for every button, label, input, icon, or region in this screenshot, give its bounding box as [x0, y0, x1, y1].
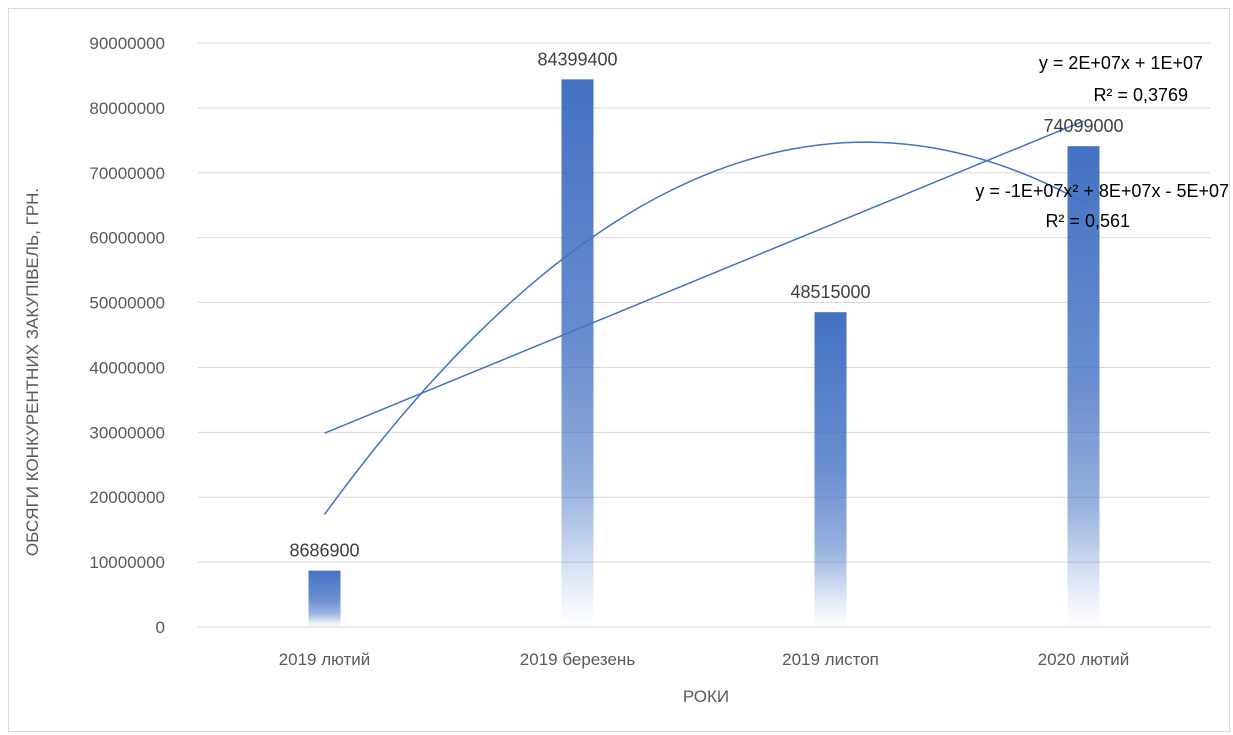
gridlines [198, 42, 1210, 628]
linear-trendline [324, 120, 1084, 434]
linear-trend-equation: y = 2E+07x + 1E+07 [1039, 53, 1203, 73]
polynomial-trendline [323, 141, 1084, 515]
y-tick-label: 60000000 [89, 229, 165, 248]
bars [308, 79, 1100, 628]
data-label: 84399400 [537, 49, 617, 69]
data-label: 8686900 [289, 541, 359, 561]
x-tick-label: 2019 березень [520, 650, 636, 669]
y-axis-ticks: 0 10000000 20000000 30000000 40000000 5000000… [89, 34, 165, 637]
bar [308, 570, 341, 627]
data-labels: 8686900 84399400 48515000 74099000 [289, 49, 1123, 560]
bar [1067, 146, 1100, 628]
data-label: 48515000 [790, 282, 870, 302]
y-tick-label: 0 [156, 618, 165, 637]
x-tick-label: 2020 лютий [1038, 650, 1130, 669]
y-tick-label: 40000000 [89, 358, 165, 377]
y-tick-label: 90000000 [89, 34, 165, 53]
y-tick-label: 70000000 [89, 164, 165, 183]
data-label: 74099000 [1043, 116, 1123, 136]
y-tick-label: 30000000 [89, 423, 165, 442]
y-tick-label: 10000000 [89, 553, 165, 572]
linear-trend-r2: R² = 0,3769 [1093, 85, 1188, 105]
y-tick-label: 20000000 [89, 488, 165, 507]
bar [814, 312, 847, 627]
x-axis-ticks: 2019 лютий 2019 березень 2019 листоп 2020 л… [279, 650, 1130, 669]
trendlines [323, 120, 1084, 515]
poly-trend-r2: R² = 0,561 [1045, 211, 1130, 231]
x-tick-label: 2019 лютий [279, 650, 371, 669]
x-axis-title: РОКИ [683, 687, 729, 706]
y-tick-label: 80000000 [89, 99, 165, 118]
y-tick-label: 50000000 [89, 294, 165, 313]
bar [561, 79, 594, 627]
poly-trend-equation: y = -1E+07x² + 8E+07x - 5E+07 [975, 181, 1229, 201]
x-tick-label: 2019 листоп [782, 650, 879, 669]
chart-area [8, 8, 1230, 732]
y-axis-title: ОБСЯГИ КОНКУРЕНТНИХ ЗАКУПІВЕЛЬ, ГРН. [23, 188, 42, 556]
